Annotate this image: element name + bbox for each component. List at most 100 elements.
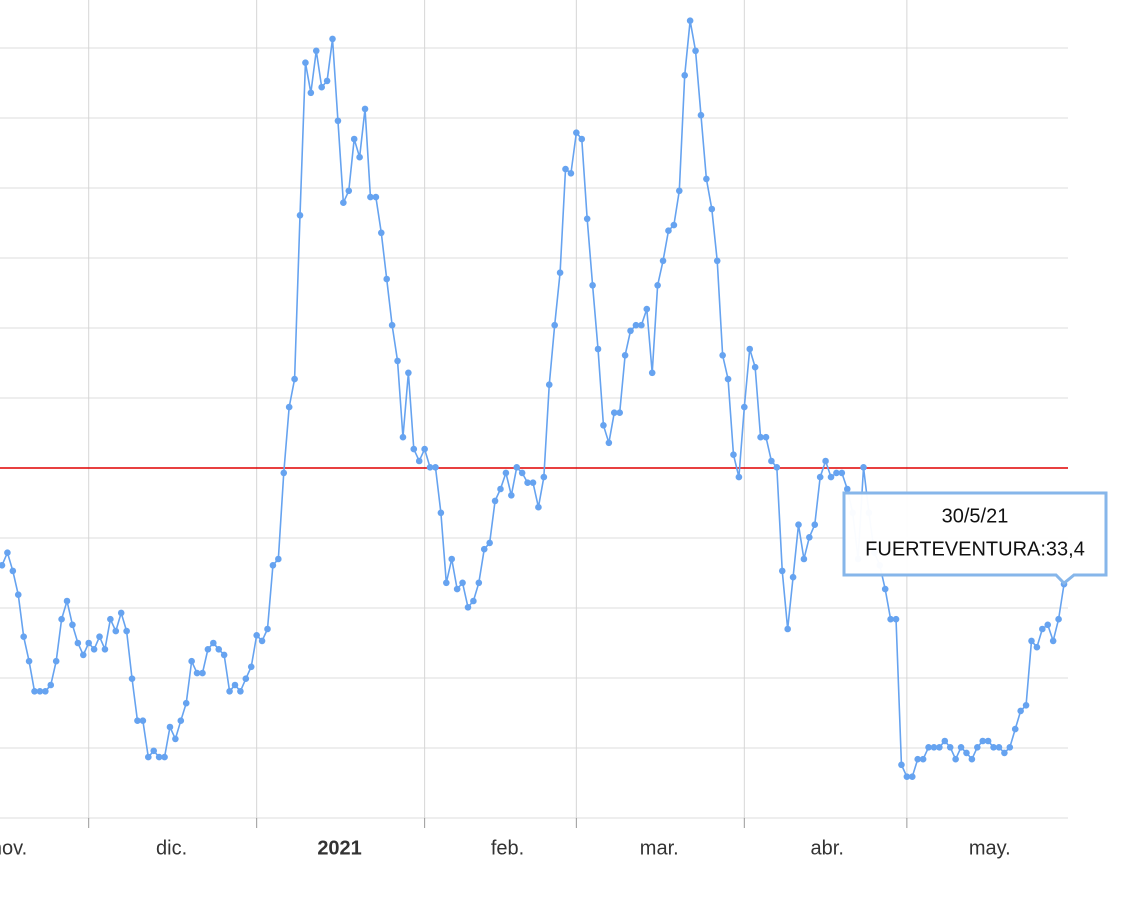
data-point <box>1022 702 1030 709</box>
data-point <box>1017 707 1024 715</box>
data-point <box>881 585 889 593</box>
data-point <box>551 321 558 329</box>
data-point <box>540 473 548 481</box>
x-tick-label: abr. <box>811 837 844 859</box>
data-point <box>952 755 959 763</box>
data-point <box>730 451 737 459</box>
data-point <box>74 639 82 647</box>
data-point <box>253 632 260 639</box>
data-point <box>778 567 786 575</box>
data-point <box>789 573 797 581</box>
data-point <box>405 369 412 377</box>
data-point <box>0 562 6 569</box>
data-point <box>470 597 477 605</box>
data-point <box>719 352 726 359</box>
data-point <box>762 433 770 441</box>
data-point <box>334 117 342 125</box>
data-point <box>480 545 488 553</box>
tooltip-box <box>842 491 1108 586</box>
data-point <box>361 105 369 113</box>
data-point <box>692 47 699 55</box>
data-point <box>464 604 472 611</box>
data-point <box>231 681 239 689</box>
data-point <box>394 357 401 365</box>
data-point <box>101 646 109 653</box>
data-point <box>887 615 894 623</box>
data-point <box>963 749 970 757</box>
data-point <box>161 753 168 761</box>
data-point <box>426 464 434 471</box>
data-point <box>984 737 992 745</box>
data-point <box>806 534 813 541</box>
data-point <box>995 744 1003 751</box>
data-point <box>545 381 553 389</box>
data-point <box>583 215 591 223</box>
data-point <box>1011 725 1019 733</box>
data-point <box>36 688 44 695</box>
data-point <box>42 688 49 695</box>
data-point <box>9 567 17 575</box>
data-point <box>421 445 428 453</box>
data-point <box>1028 637 1035 645</box>
data-point <box>616 409 623 417</box>
data-point <box>556 269 564 277</box>
data-point <box>600 422 607 429</box>
data-point <box>96 633 103 640</box>
data-point <box>659 257 667 265</box>
data-point <box>312 47 320 55</box>
data-point <box>1039 625 1046 633</box>
data-point <box>1044 621 1052 629</box>
data-point <box>979 737 987 745</box>
data-point <box>204 646 212 653</box>
data-point <box>247 663 255 671</box>
data-point <box>751 363 759 371</box>
data-point <box>144 753 152 761</box>
tooltip-text: FUERTEVENTURA:33,4 <box>865 538 1085 560</box>
data-point <box>968 755 976 763</box>
data-point <box>757 433 764 441</box>
data-point <box>703 175 710 183</box>
data-point <box>58 615 65 623</box>
data-point <box>681 72 689 79</box>
data-line <box>1 20 1065 778</box>
data-point <box>827 473 835 481</box>
data-point <box>383 275 391 283</box>
data-point <box>166 723 174 731</box>
data-point <box>843 485 851 493</box>
data-point <box>833 469 840 477</box>
data-point <box>367 193 374 201</box>
data-point <box>838 469 846 477</box>
data-point <box>638 321 645 329</box>
x-tick-label: mar. <box>640 837 679 859</box>
data-point <box>892 615 900 623</box>
data-point <box>919 755 927 763</box>
data-point <box>741 403 748 411</box>
data-point <box>107 615 114 623</box>
data-point <box>605 439 613 447</box>
data-point <box>816 473 824 481</box>
data-point <box>350 135 358 143</box>
data-point <box>443 579 450 587</box>
data-point <box>459 579 466 587</box>
data-point <box>643 305 651 313</box>
data-point <box>925 744 932 751</box>
x-tick-label: may. <box>969 837 1011 859</box>
data-point <box>188 657 195 665</box>
data-point <box>773 464 781 471</box>
data-point <box>898 761 905 769</box>
data-point <box>497 485 504 493</box>
data-point <box>768 457 775 465</box>
data-point <box>291 375 298 383</box>
data-point <box>800 555 808 563</box>
data-point <box>280 469 288 477</box>
data-point <box>941 737 949 745</box>
data-point <box>226 688 233 695</box>
data-point <box>508 492 515 499</box>
data-point <box>139 717 147 724</box>
data-point <box>296 212 304 219</box>
x-tick-label: feb. <box>491 837 524 859</box>
data-point <box>4 549 11 556</box>
data-point <box>307 89 315 97</box>
data-point <box>524 479 531 487</box>
data-point <box>708 205 716 213</box>
